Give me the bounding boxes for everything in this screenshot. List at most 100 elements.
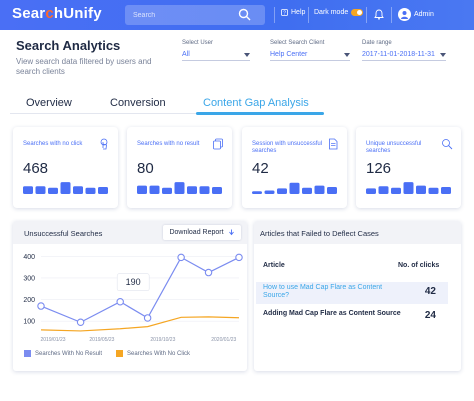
- page-title: Search Analytics: [16, 38, 121, 53]
- select-user-dropdown[interactable]: All: [182, 51, 250, 61]
- spark-bar: [264, 190, 275, 194]
- toggle-switch[interactable]: [351, 9, 364, 16]
- panel-title: Unsuccessful Searches: [24, 229, 103, 238]
- search-client-dropdown[interactable]: Help Center: [270, 51, 350, 61]
- table-row: Adding Mad Cap Flare as Content Source 2…: [256, 306, 448, 328]
- x-tick-label: 2020/01/23: [211, 337, 236, 343]
- y-tick-label: 400: [23, 254, 35, 261]
- divider: [391, 7, 392, 23]
- tab-content-gap-analysis[interactable]: Content Gap Analysis: [203, 97, 309, 109]
- legend-swatch: [116, 350, 123, 357]
- data-point[interactable]: [37, 302, 45, 310]
- logo[interactable]: SearchUnify: [12, 5, 102, 22]
- table-row: How to use Mad Cap Flare as Content Sour…: [256, 282, 448, 304]
- spark-bar: [199, 186, 210, 194]
- x-tick-label: 2019/05/23: [89, 337, 114, 343]
- tab-conversion[interactable]: Conversion: [110, 97, 166, 109]
- metric-card-unsuccessful-sessions: Session with unsuccessful searches 42: [242, 127, 347, 208]
- data-point[interactable]: [204, 268, 213, 277]
- metric-card-unique-unsuccessful: Unique unsuccessful searches 126: [356, 127, 461, 208]
- metric-label: Session with unsuccessful searches: [252, 141, 323, 154]
- chevron-down-icon: [244, 52, 250, 57]
- x-tick-label: 2019/10/23: [150, 337, 175, 343]
- svg-text:?: ?: [283, 11, 286, 16]
- copy-icon: [213, 138, 223, 150]
- tab-overview[interactable]: Overview: [26, 97, 72, 109]
- global-search: [125, 5, 265, 25]
- series-line: [40, 316, 240, 332]
- select-user-filter: Select User All: [182, 40, 250, 61]
- line-chart: 100 200 300 400 2019/01/23 2019/05/23 2019/10/…: [23, 253, 243, 343]
- metric-sparkbars: [23, 182, 108, 194]
- help-label: Help: [291, 9, 306, 16]
- y-tick-label: 100: [23, 319, 35, 326]
- search-client-filter: Select Search Client Help Center: [270, 40, 350, 61]
- article-link[interactable]: How to use Mad Cap Flare as Content Sour…: [263, 284, 383, 299]
- page-subtitle: View search data filtered by users and s…: [16, 57, 152, 76]
- legend-item-no-result: Searches With No Result: [24, 350, 102, 357]
- document-icon: [329, 138, 338, 150]
- search-icon[interactable]: [238, 8, 251, 21]
- spark-bar: [73, 186, 83, 194]
- metric-sparkbars: [252, 182, 337, 194]
- panel-header: Unsuccessful Searches Download Report: [13, 221, 247, 244]
- user-menu[interactable]: Admin: [398, 8, 434, 21]
- panel-title: Articles that Failed to Deflect Cases: [260, 229, 379, 238]
- y-tick-label: 300: [23, 275, 35, 282]
- spark-bar: [137, 185, 147, 194]
- data-point[interactable]: [143, 314, 152, 322]
- user-name: Admin: [414, 11, 434, 18]
- data-point[interactable]: [235, 253, 243, 262]
- spark-bar: [174, 182, 185, 194]
- spark-bar: [48, 187, 58, 194]
- metric-value: 42: [252, 160, 269, 177]
- filter-label: Date range: [362, 40, 392, 46]
- help-link[interactable]: ? Help: [281, 9, 305, 16]
- dark-mode-toggle[interactable]: Dark mode: [314, 9, 364, 16]
- legend-item-no-click: Searches With No Click: [116, 350, 190, 357]
- spark-bar: [403, 182, 414, 194]
- date-range-picker[interactable]: 2017-11-01-2018-11-31: [362, 51, 446, 61]
- data-point[interactable]: [116, 297, 124, 306]
- dark-mode-label: Dark mode: [314, 9, 349, 16]
- click-count: 24: [424, 310, 436, 321]
- spark-bar: [289, 182, 300, 194]
- legend-swatch: [24, 350, 31, 357]
- data-point[interactable]: [177, 253, 185, 262]
- spark-bar: [428, 187, 439, 194]
- article-title: Adding Mad Cap Flare as Content Source: [263, 310, 401, 317]
- spark-bar: [162, 187, 172, 194]
- spark-bar: [212, 187, 222, 194]
- tooltip-value: 190: [126, 277, 141, 287]
- spark-bar: [187, 186, 197, 194]
- spark-bar: [98, 187, 108, 194]
- spark-bar: [302, 187, 312, 194]
- spark-bar: [85, 187, 96, 194]
- spark-bar: [23, 186, 33, 194]
- spark-bar: [366, 188, 376, 194]
- metric-label: Unique unsuccessful searches: [366, 141, 422, 154]
- spark-bar: [378, 186, 389, 194]
- metric-sparkbars: [137, 182, 222, 194]
- chevron-down-icon: [440, 52, 446, 57]
- spark-bar: [149, 185, 160, 194]
- search-refresh-icon: [442, 139, 453, 150]
- user-icon: [401, 11, 408, 19]
- bell-icon[interactable]: [374, 9, 384, 20]
- column-header-article: Article: [263, 262, 285, 269]
- spark-bar: [252, 191, 262, 194]
- metric-label: Searches with no result: [137, 141, 200, 147]
- filter-label: Select User: [182, 40, 214, 46]
- chart-tooltip: 190: [116, 273, 150, 292]
- metric-card-no-click: Searches with no click 468: [13, 127, 118, 208]
- search-input[interactable]: [133, 8, 233, 22]
- click-count: 42: [424, 286, 436, 297]
- metric-sparkbars: [366, 182, 451, 194]
- spark-bar: [314, 185, 325, 194]
- spark-bar: [60, 182, 71, 194]
- download-report-button[interactable]: Download Report: [163, 225, 241, 240]
- data-point[interactable]: [76, 318, 85, 327]
- metric-value: 468: [23, 160, 49, 177]
- filter-label: Select Search Client: [270, 40, 325, 46]
- spark-bar: [327, 187, 337, 194]
